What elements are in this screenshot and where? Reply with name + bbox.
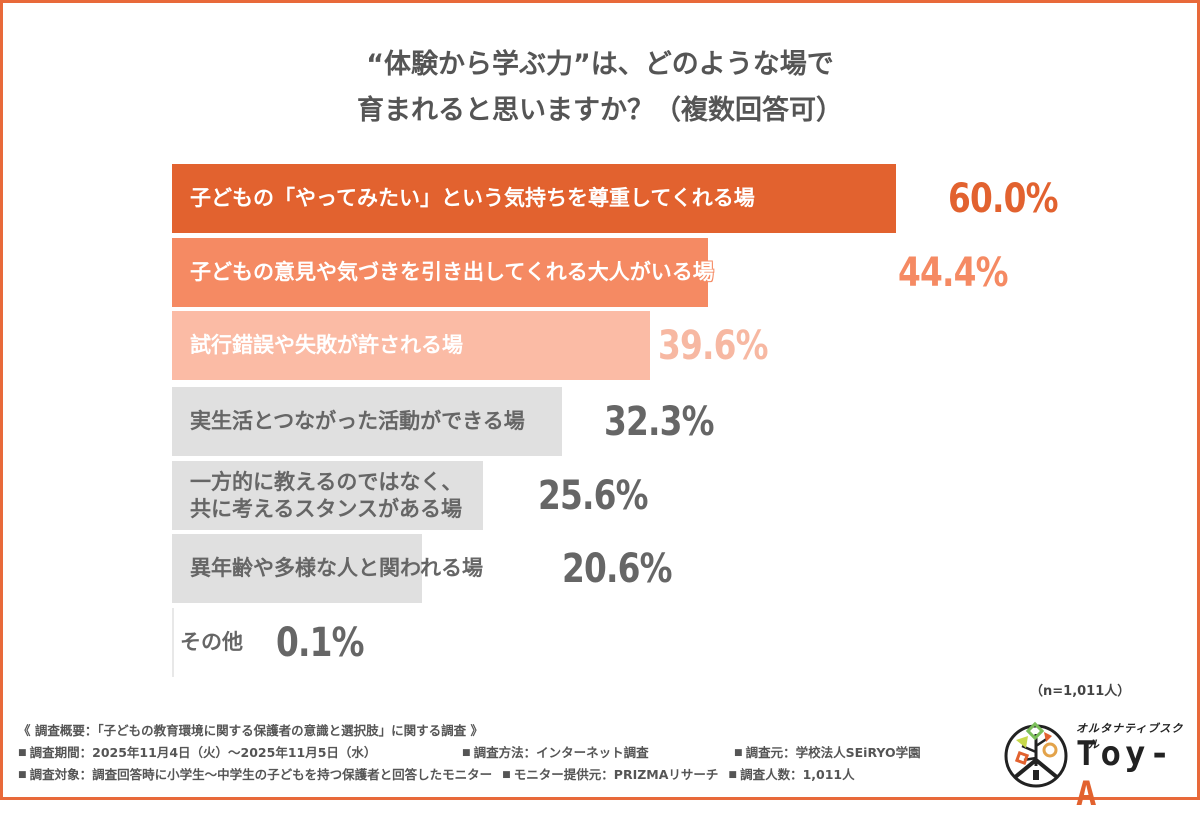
bar	[172, 164, 896, 233]
bar-value: 32.3%	[604, 398, 715, 445]
school-tree-icon	[1004, 721, 1068, 788]
bar-row: 試行錯誤や失敗が許される場 39.6%	[172, 311, 1172, 380]
bar	[172, 608, 174, 677]
survey-period: 調査期間：2025年11月4日（火）～2025年11月5日（水）	[18, 742, 434, 764]
bar	[172, 534, 422, 603]
bar-row: 子どもの意見や気づきを引き出してくれる大人がいる場 44.4%	[172, 238, 1172, 307]
bar-label: 一方的に教えるのではなく、 共に考えるスタンスがある場	[190, 461, 462, 530]
chart-title: “体験から学ぶ力”は、どのような場で 育まれると思いますか？（複数回答可）	[0, 42, 1200, 134]
bar-value: 0.1%	[276, 619, 365, 666]
bar	[172, 238, 708, 307]
survey-row-2: 調査対象：調査回答時に小学生～中学生の子どもを持つ保護者と回答したモニター モニ…	[18, 764, 978, 786]
bar	[172, 461, 483, 530]
survey-target: 調査対象：調査回答時に小学生～中学生の子どもを持つ保護者と回答したモニター	[18, 764, 493, 786]
survey-method: 調査方法：インターネット調査	[462, 742, 706, 764]
bar-label: 試行錯誤や失敗が許される場	[190, 333, 463, 357]
bar-value: 25.6%	[538, 472, 649, 519]
sample-size-note: （n=1,011人）	[1030, 684, 1131, 699]
bar-label-line-2: 共に考えるスタンスがある場	[190, 496, 462, 521]
logo-subtitle: オルタナティブスクール	[1076, 722, 1184, 751]
bar-label-line-1: 一方的に教えるのではなく、	[190, 469, 463, 494]
survey-summary: 《 調査概要：「子どもの教育環境に関する保護者の意識と選択肢」に関する調査 》 …	[18, 720, 978, 786]
bar-value: 44.4%	[898, 249, 1009, 296]
title-line-1: “体験から学ぶ力”は、どのような場で	[366, 49, 834, 80]
bar-value: 60.0%	[948, 175, 1059, 222]
toy-a-logo: オルタナティブスクール Toy-A	[1000, 720, 1190, 814]
bar-label: その他	[180, 630, 243, 654]
logo-name-accent: A	[1076, 774, 1101, 814]
bar-chart: 子どもの「やってみたい」という気持ちを尊重してくれる場 60.0% 子どもの意見…	[172, 164, 1172, 684]
logo-name: Toy-A	[1076, 734, 1190, 814]
survey-source: 調査元：学校法人SEiRYO学園	[734, 742, 921, 764]
survey-provider: モニター提供元：PRIZMAリサーチ	[502, 764, 719, 786]
bar-row: 子どもの「やってみたい」という気持ちを尊重してくれる場 60.0%	[172, 164, 1172, 233]
bar-label: 子どもの「やってみたい」という気持ちを尊重してくれる場	[190, 186, 755, 210]
bar-label: 実生活とつながった活動ができる場	[190, 409, 525, 433]
bar	[172, 311, 650, 380]
survey-count: 調査人数：1,011人	[728, 764, 855, 786]
title-line-2: 育まれると思いますか？（複数回答可）	[357, 95, 843, 126]
logo-name-main: Toy-	[1076, 734, 1174, 774]
bar-row: その他 0.1%	[172, 608, 1172, 677]
bar-row: 異年齢や多様な人と関われる場 20.6%	[172, 534, 1172, 603]
bar	[172, 387, 562, 456]
bar-row: 一方的に教えるのではなく、 共に考えるスタンスがある場 25.6%	[172, 461, 1172, 530]
survey-heading: 《 調査概要：「子どもの教育環境に関する保護者の意識と選択肢」に関する調査 》	[18, 723, 483, 738]
bar-label: 異年齢や多様な人と関われる場	[190, 556, 483, 580]
bar-label: 子どもの意見や気づきを引き出してくれる大人がいる場	[190, 260, 714, 284]
bar-value: 20.6%	[562, 545, 673, 592]
bar-row: 実生活とつながった活動ができる場 32.3%	[172, 387, 1172, 456]
bar-value: 39.6%	[658, 322, 769, 369]
survey-row-1: 調査期間：2025年11月4日（火）～2025年11月5日（水） 調査方法：イン…	[18, 742, 978, 764]
